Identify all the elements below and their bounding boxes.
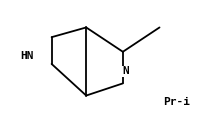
Text: N: N	[122, 66, 129, 76]
Text: Pr-i: Pr-i	[163, 97, 190, 107]
Text: HN: HN	[20, 51, 34, 61]
